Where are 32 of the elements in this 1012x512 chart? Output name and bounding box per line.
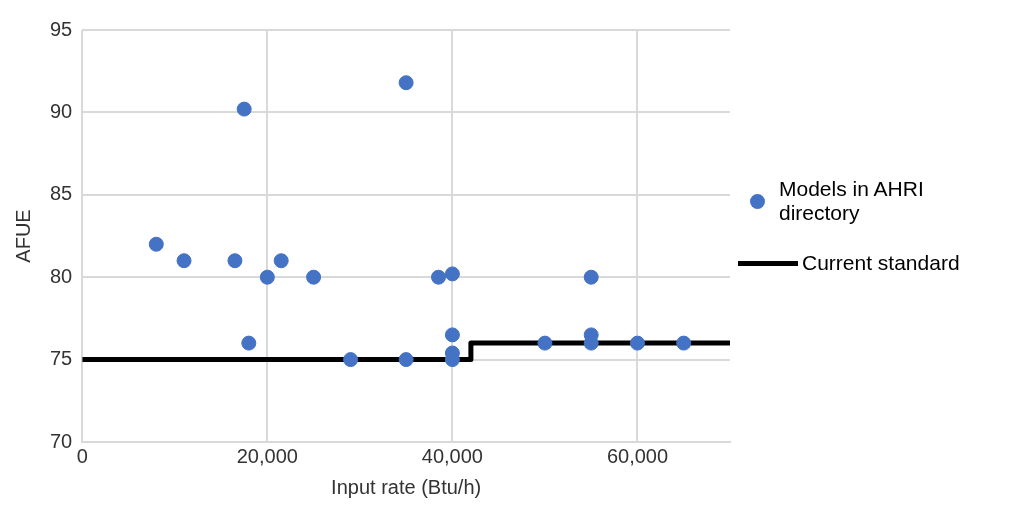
y-tick-label: 75 [50, 347, 73, 370]
y-tick-label: 90 [50, 99, 73, 122]
point [583, 269, 599, 285]
point [398, 352, 414, 368]
point [148, 236, 164, 252]
y-tick-label: 80 [50, 264, 73, 287]
x-tick-label: 0 [76, 444, 88, 467]
point [629, 335, 645, 351]
point [236, 101, 252, 117]
point [343, 352, 359, 368]
point [259, 269, 275, 285]
point [676, 335, 692, 351]
point [398, 75, 414, 91]
y-tick-label: 95 [50, 17, 73, 40]
point [431, 269, 447, 285]
point [227, 253, 243, 269]
x-tick-label: 60,000 [606, 444, 669, 467]
point [273, 253, 289, 269]
y-tick-label: 85 [50, 182, 73, 205]
point [537, 335, 553, 351]
y-tick-label: 70 [50, 429, 73, 452]
point [444, 327, 460, 343]
point [444, 266, 460, 282]
y-axis-title: AFUE [11, 209, 34, 263]
x-tick-label: 20,000 [236, 444, 298, 467]
legend-label: Models in AHRI directory [779, 177, 925, 225]
legend-label: Current standard [802, 251, 960, 275]
x-axis-title: Input rate (Btu/h) [331, 475, 482, 498]
x-tick-label: 40,000 [421, 444, 483, 467]
point [306, 269, 322, 285]
point [241, 335, 257, 351]
point [176, 253, 192, 269]
